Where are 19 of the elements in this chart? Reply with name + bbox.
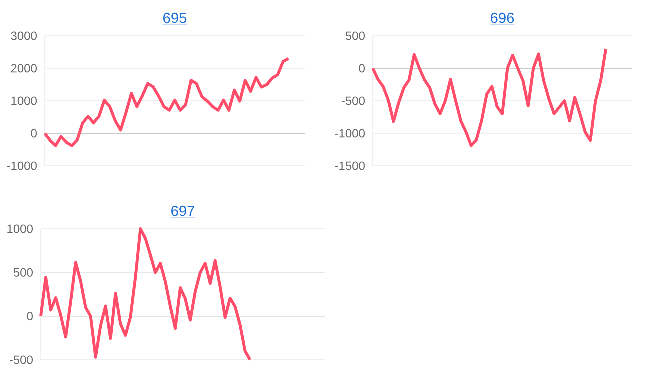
y-tick-label: 0 — [359, 64, 365, 73]
y-tick-label: -1000 — [335, 129, 365, 138]
y-tick-label: 500 — [346, 32, 365, 40]
line-series — [372, 48, 608, 148]
y-tick-label: 1000 — [12, 96, 37, 106]
chart-title: 697 — [172, 206, 194, 216]
y-tick-label: 2000 — [11, 64, 37, 73]
y-tick-label: -1500 — [335, 162, 365, 170]
y-tick-label: -500 — [342, 96, 365, 106]
y-tick-label: 1000 — [8, 224, 33, 234]
y-tick-label: 0 — [27, 312, 33, 321]
chart-title: 696 — [491, 12, 514, 24]
line-series — [44, 57, 290, 148]
y-tick-label: -500 — [10, 356, 33, 364]
chart-title: 695 — [164, 12, 187, 24]
y-tick-label: 3000 — [11, 32, 37, 40]
y-tick-label: 500 — [14, 268, 33, 277]
y-tick-label: 0 — [31, 129, 37, 138]
y-tick-label: -1000 — [7, 162, 37, 170]
